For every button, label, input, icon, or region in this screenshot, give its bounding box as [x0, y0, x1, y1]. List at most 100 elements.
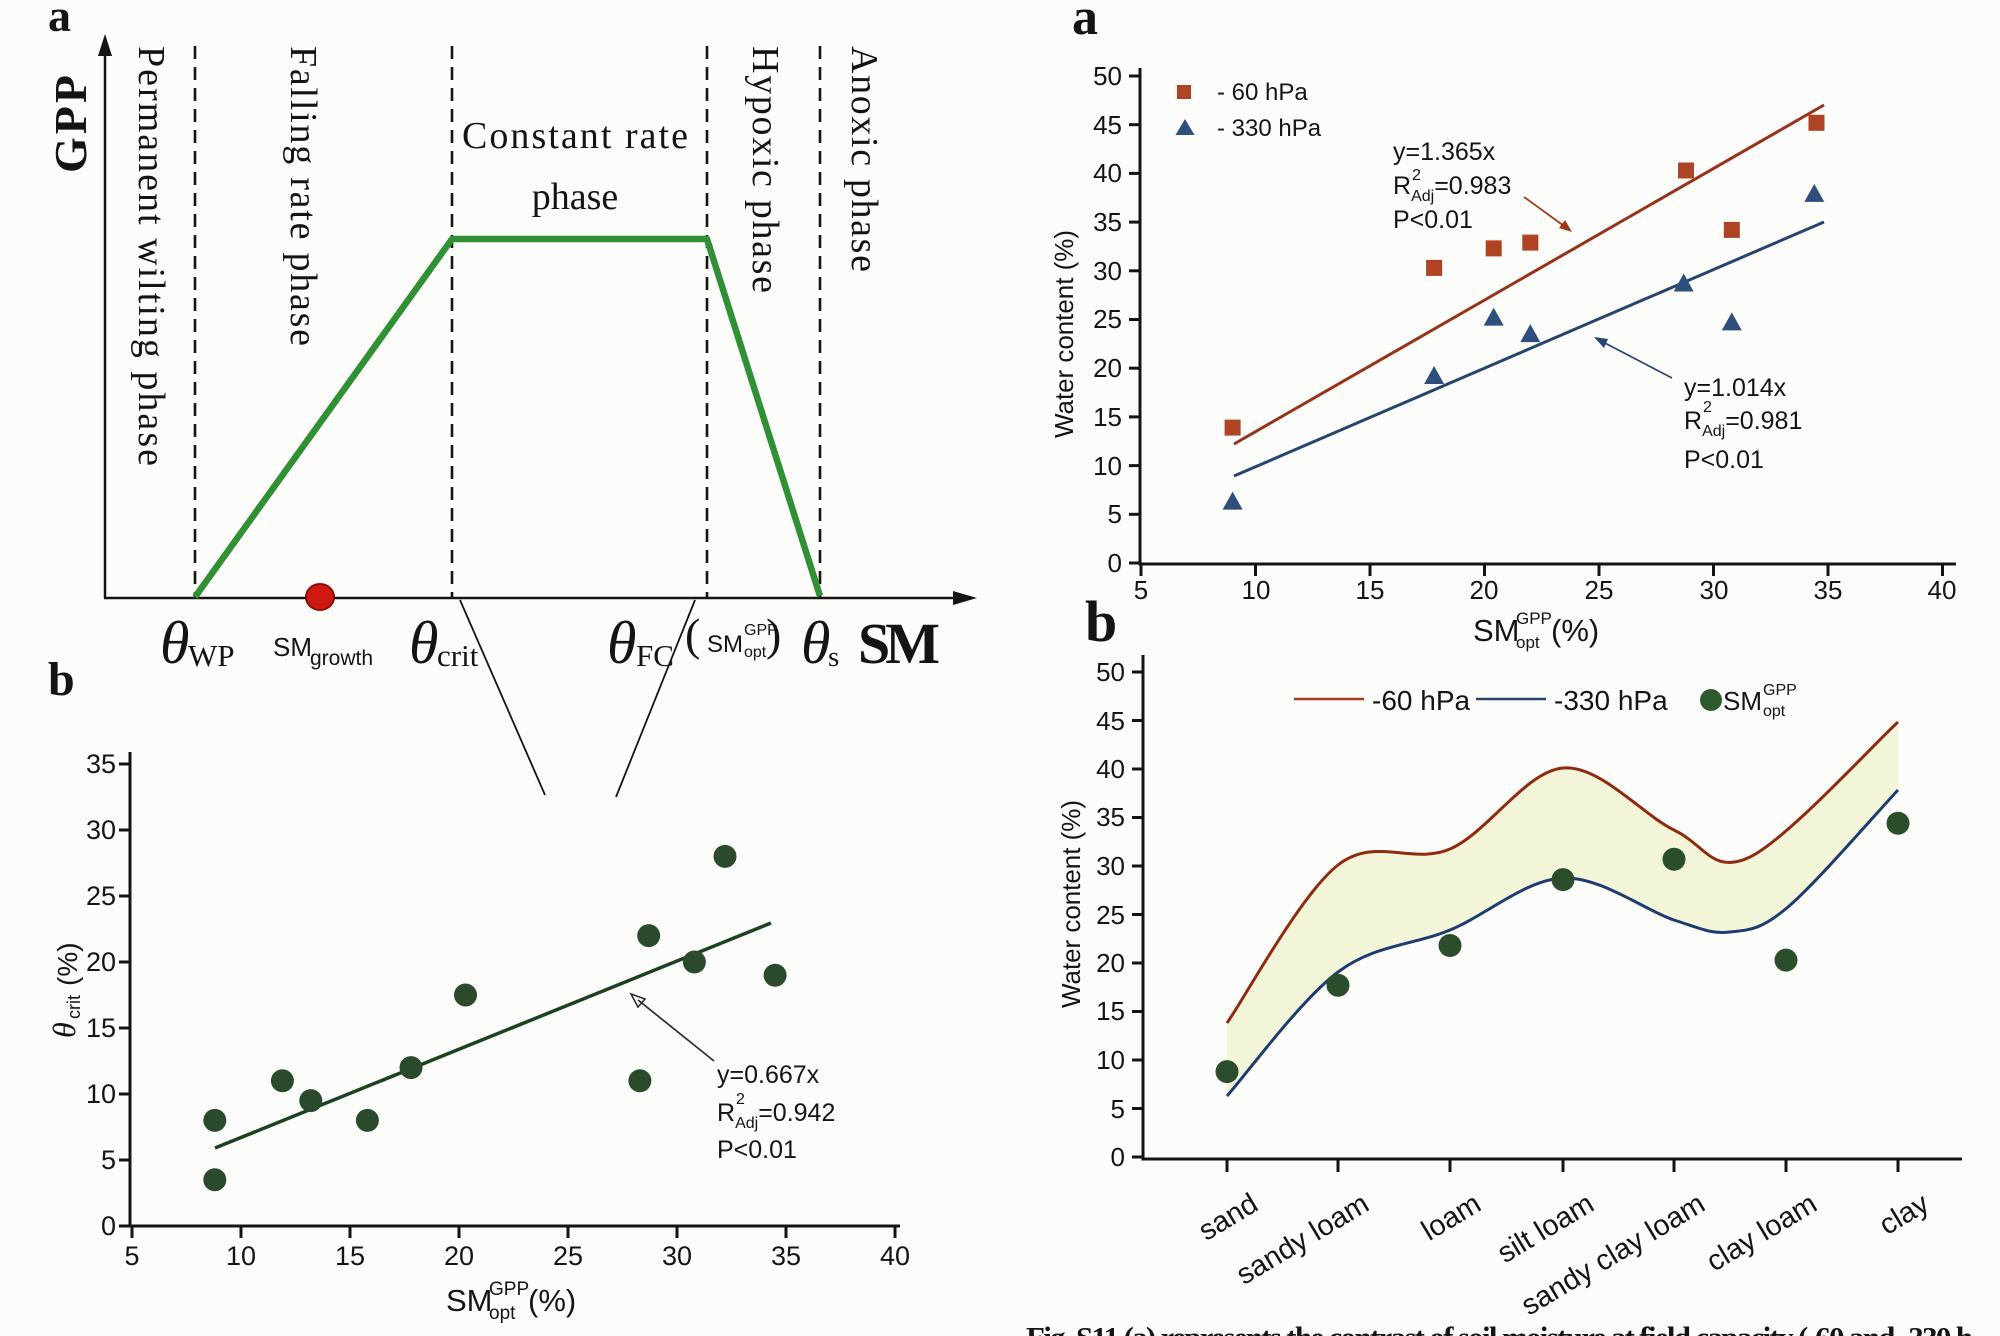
svg-text:a: a: [48, 0, 71, 41]
svg-text:): ): [766, 609, 781, 660]
svg-text:SM: SM: [446, 1283, 493, 1318]
svg-text:SM: SM: [273, 632, 312, 662]
svg-text:25: 25: [1096, 900, 1125, 930]
svg-text:Constant rate: Constant rate: [462, 115, 688, 157]
svg-text:5: 5: [1134, 575, 1148, 605]
svg-text:-60 hPa: -60 hPa: [1372, 685, 1470, 716]
svg-text:5: 5: [1111, 1094, 1125, 1124]
svg-text:10: 10: [226, 1241, 256, 1271]
svg-text:10: 10: [86, 1079, 116, 1109]
svg-text:b: b: [48, 653, 75, 706]
svg-text:θ: θ: [409, 610, 438, 676]
svg-text:20: 20: [444, 1241, 474, 1271]
svg-text:40: 40: [1096, 754, 1125, 784]
svg-text:2: 2: [736, 1091, 745, 1108]
svg-text:opt: opt: [1516, 633, 1540, 652]
svg-text:2: 2: [1412, 167, 1421, 184]
svg-text:50: 50: [1093, 61, 1122, 91]
svg-text:15: 15: [335, 1241, 365, 1271]
svg-text:opt: opt: [1763, 703, 1786, 720]
svg-text:40: 40: [1928, 575, 1957, 605]
svg-text:- 330 hPa: - 330 hPa: [1217, 115, 1322, 142]
svg-text:GPP: GPP: [1516, 609, 1552, 628]
svg-text:θ: θ: [46, 1022, 82, 1038]
svg-text:opt: opt: [744, 644, 767, 661]
svg-text:- 60 hPa: - 60 hPa: [1217, 79, 1308, 106]
svg-text:P<0.01: P<0.01: [1684, 446, 1764, 474]
svg-text:Water content (%): Water content (%): [1049, 230, 1079, 438]
svg-text:a: a: [1072, 0, 1098, 46]
svg-text:35: 35: [1096, 802, 1125, 832]
svg-text:15: 15: [1093, 402, 1122, 432]
svg-text:30: 30: [1096, 851, 1125, 881]
svg-text:10: 10: [1242, 575, 1271, 605]
svg-text:(%): (%): [528, 1283, 576, 1318]
svg-text:s: s: [828, 641, 839, 673]
svg-text:0: 0: [1111, 1142, 1125, 1172]
svg-text:Permanent wilting phase: Permanent wilting phase: [130, 46, 172, 466]
svg-text:RAdj=0.983: RAdj=0.983: [1393, 172, 1511, 205]
svg-text:5: 5: [101, 1145, 116, 1175]
svg-text:P<0.01: P<0.01: [717, 1136, 797, 1164]
svg-text:Falling rate phase: Falling rate phase: [282, 46, 324, 346]
svg-text:20: 20: [1093, 353, 1122, 383]
svg-text:35: 35: [86, 749, 116, 779]
svg-text:RAdj=0.942: RAdj=0.942: [717, 1099, 835, 1132]
svg-text:opt: opt: [489, 1303, 516, 1324]
svg-text:b: b: [1085, 589, 1117, 654]
svg-text:phase: phase: [532, 176, 619, 218]
svg-text:25: 25: [553, 1241, 583, 1271]
svg-text:crit: crit: [64, 995, 84, 1019]
svg-text:45: 45: [1096, 706, 1125, 736]
svg-text:20: 20: [1470, 575, 1499, 605]
svg-text:35: 35: [1093, 207, 1122, 237]
svg-text:RAdj=0.981: RAdj=0.981: [1684, 407, 1802, 440]
svg-text:SM: SM: [1723, 686, 1762, 716]
svg-text:GPP: GPP: [489, 1279, 529, 1300]
svg-text:30: 30: [662, 1241, 692, 1271]
svg-text:(: (: [685, 609, 700, 660]
svg-text:SM: SM: [1473, 613, 1520, 648]
svg-text:(%): (%): [52, 942, 83, 986]
svg-text:Water content (%): Water content (%): [1056, 800, 1086, 1008]
svg-text:45: 45: [1093, 110, 1122, 140]
svg-text:clay: clay: [1874, 1187, 1935, 1241]
svg-text:15: 15: [1356, 575, 1385, 605]
svg-text:Hypoxic phase: Hypoxic phase: [744, 46, 786, 293]
svg-text:15: 15: [1096, 996, 1125, 1026]
svg-text:growth: growth: [310, 647, 373, 670]
svg-text:FC: FC: [636, 638, 674, 673]
svg-text:30: 30: [1700, 575, 1729, 605]
svg-text:40: 40: [1093, 158, 1122, 188]
svg-text:2: 2: [1703, 399, 1712, 416]
svg-text:θ: θ: [607, 610, 636, 676]
svg-text:35: 35: [771, 1241, 801, 1271]
svg-text:Fig. S11 (a) represents the co: Fig. S11 (a) represents the contrast of …: [1026, 1320, 1973, 1336]
svg-text:5: 5: [1108, 499, 1122, 529]
svg-text:0: 0: [101, 1211, 116, 1241]
svg-text:30: 30: [1093, 256, 1122, 286]
svg-text:-330 hPa: -330 hPa: [1554, 685, 1668, 716]
svg-text:25: 25: [1093, 304, 1122, 334]
svg-text:5: 5: [124, 1241, 139, 1271]
svg-text:y=1.014x: y=1.014x: [1684, 374, 1787, 402]
svg-text:10: 10: [1096, 1045, 1125, 1075]
svg-text:clay loam: clay loam: [1701, 1188, 1822, 1279]
svg-text:0: 0: [1108, 548, 1122, 578]
svg-text:θ: θ: [160, 610, 189, 676]
svg-text:(%): (%): [1551, 613, 1599, 648]
svg-text:crit: crit: [437, 638, 479, 673]
svg-text:50: 50: [1096, 657, 1125, 687]
svg-text:GPP: GPP: [1763, 682, 1797, 699]
svg-text:SM: SM: [858, 611, 940, 676]
svg-text:40: 40: [880, 1241, 910, 1271]
svg-text:P<0.01: P<0.01: [1393, 206, 1473, 234]
svg-text:15: 15: [86, 1013, 116, 1043]
svg-text:20: 20: [1096, 948, 1125, 978]
svg-text:sandy clay loam: sandy clay loam: [1516, 1188, 1711, 1323]
svg-text:25: 25: [1585, 575, 1614, 605]
svg-text:SM: SM: [707, 631, 743, 658]
svg-text:30: 30: [86, 815, 116, 845]
svg-text:20: 20: [86, 947, 116, 977]
svg-text:Anoxic phase: Anoxic phase: [843, 46, 885, 272]
